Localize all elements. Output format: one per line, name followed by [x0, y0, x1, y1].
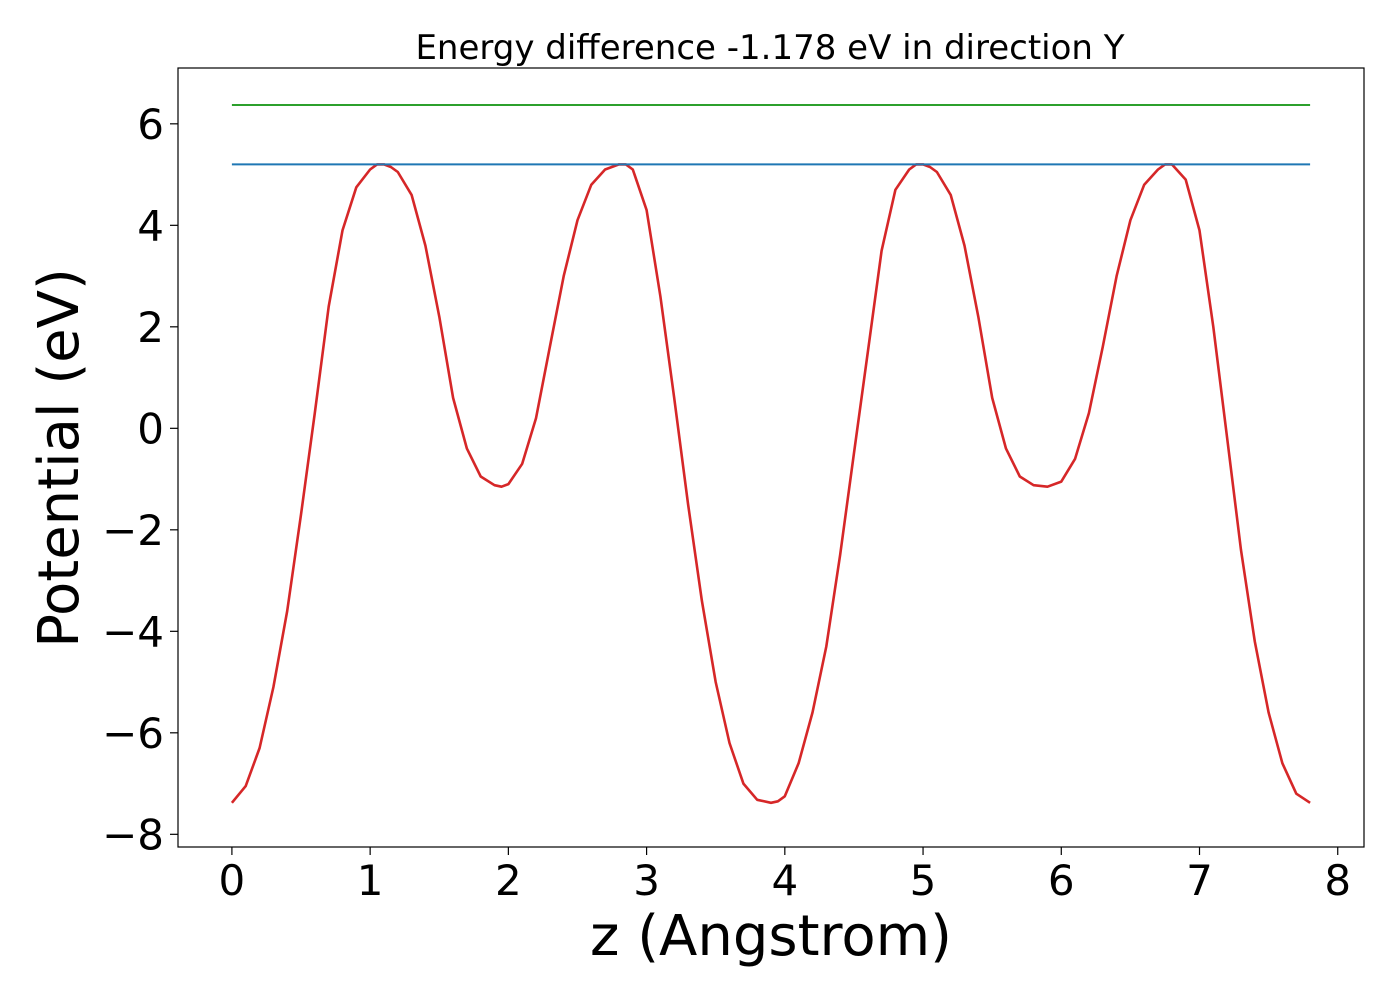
x-tick-label: 2 — [495, 856, 522, 905]
x-tick-label: 6 — [1048, 856, 1075, 905]
y-tick-label: 4 — [137, 201, 164, 250]
y-tick-label: −2 — [102, 506, 164, 555]
y-tick-label: −6 — [102, 709, 164, 758]
x-tick-label: 7 — [1186, 856, 1213, 905]
plot-frame — [177, 67, 1365, 848]
x-tick-label: 1 — [357, 856, 384, 905]
x-tick-label: 8 — [1324, 856, 1351, 905]
x-axis: 0 1 2 3 4 5 6 7 8 — [219, 847, 1351, 905]
series-line-0 — [230, 163, 1311, 805]
x-axis-label: z (Angstrom) — [590, 904, 952, 969]
x-tick-label: 4 — [771, 856, 798, 905]
y-tick-label: −4 — [102, 607, 164, 656]
x-tick-label: 3 — [633, 856, 660, 905]
y-tick-label: 2 — [137, 303, 164, 352]
x-tick-label: 0 — [219, 856, 246, 905]
y-axis: −8 −6 −4 −2 0 2 4 6 — [102, 100, 178, 859]
x-tick-label: 5 — [910, 856, 937, 905]
plot-area — [230, 104, 1311, 805]
y-tick-label: 6 — [137, 100, 164, 149]
y-axis-label: Potential (eV) — [27, 268, 92, 648]
y-tick-label: 0 — [137, 404, 164, 453]
chart-title: Energy difference -1.178 eV in direction… — [415, 28, 1124, 68]
y-tick-label: −8 — [102, 810, 164, 859]
